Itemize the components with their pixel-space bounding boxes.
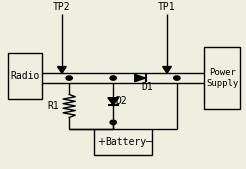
Polygon shape xyxy=(108,98,119,105)
Text: TP1: TP1 xyxy=(158,2,176,12)
Text: Battery: Battery xyxy=(105,137,146,147)
Text: R1: R1 xyxy=(48,101,59,111)
Bar xyxy=(8,53,42,99)
Circle shape xyxy=(110,120,116,125)
Text: D1: D1 xyxy=(141,82,153,92)
Polygon shape xyxy=(58,67,66,73)
Circle shape xyxy=(110,76,116,80)
Text: Power
Supply: Power Supply xyxy=(206,68,238,88)
Text: D2: D2 xyxy=(116,96,127,106)
Circle shape xyxy=(174,76,180,80)
Text: Radio: Radio xyxy=(11,71,40,81)
Text: −: − xyxy=(145,137,153,147)
Polygon shape xyxy=(163,67,171,73)
Circle shape xyxy=(66,76,72,80)
Text: +: + xyxy=(97,137,105,147)
Text: TP2: TP2 xyxy=(53,2,71,12)
Bar xyxy=(94,129,152,155)
Polygon shape xyxy=(135,74,145,82)
Bar xyxy=(204,47,240,109)
